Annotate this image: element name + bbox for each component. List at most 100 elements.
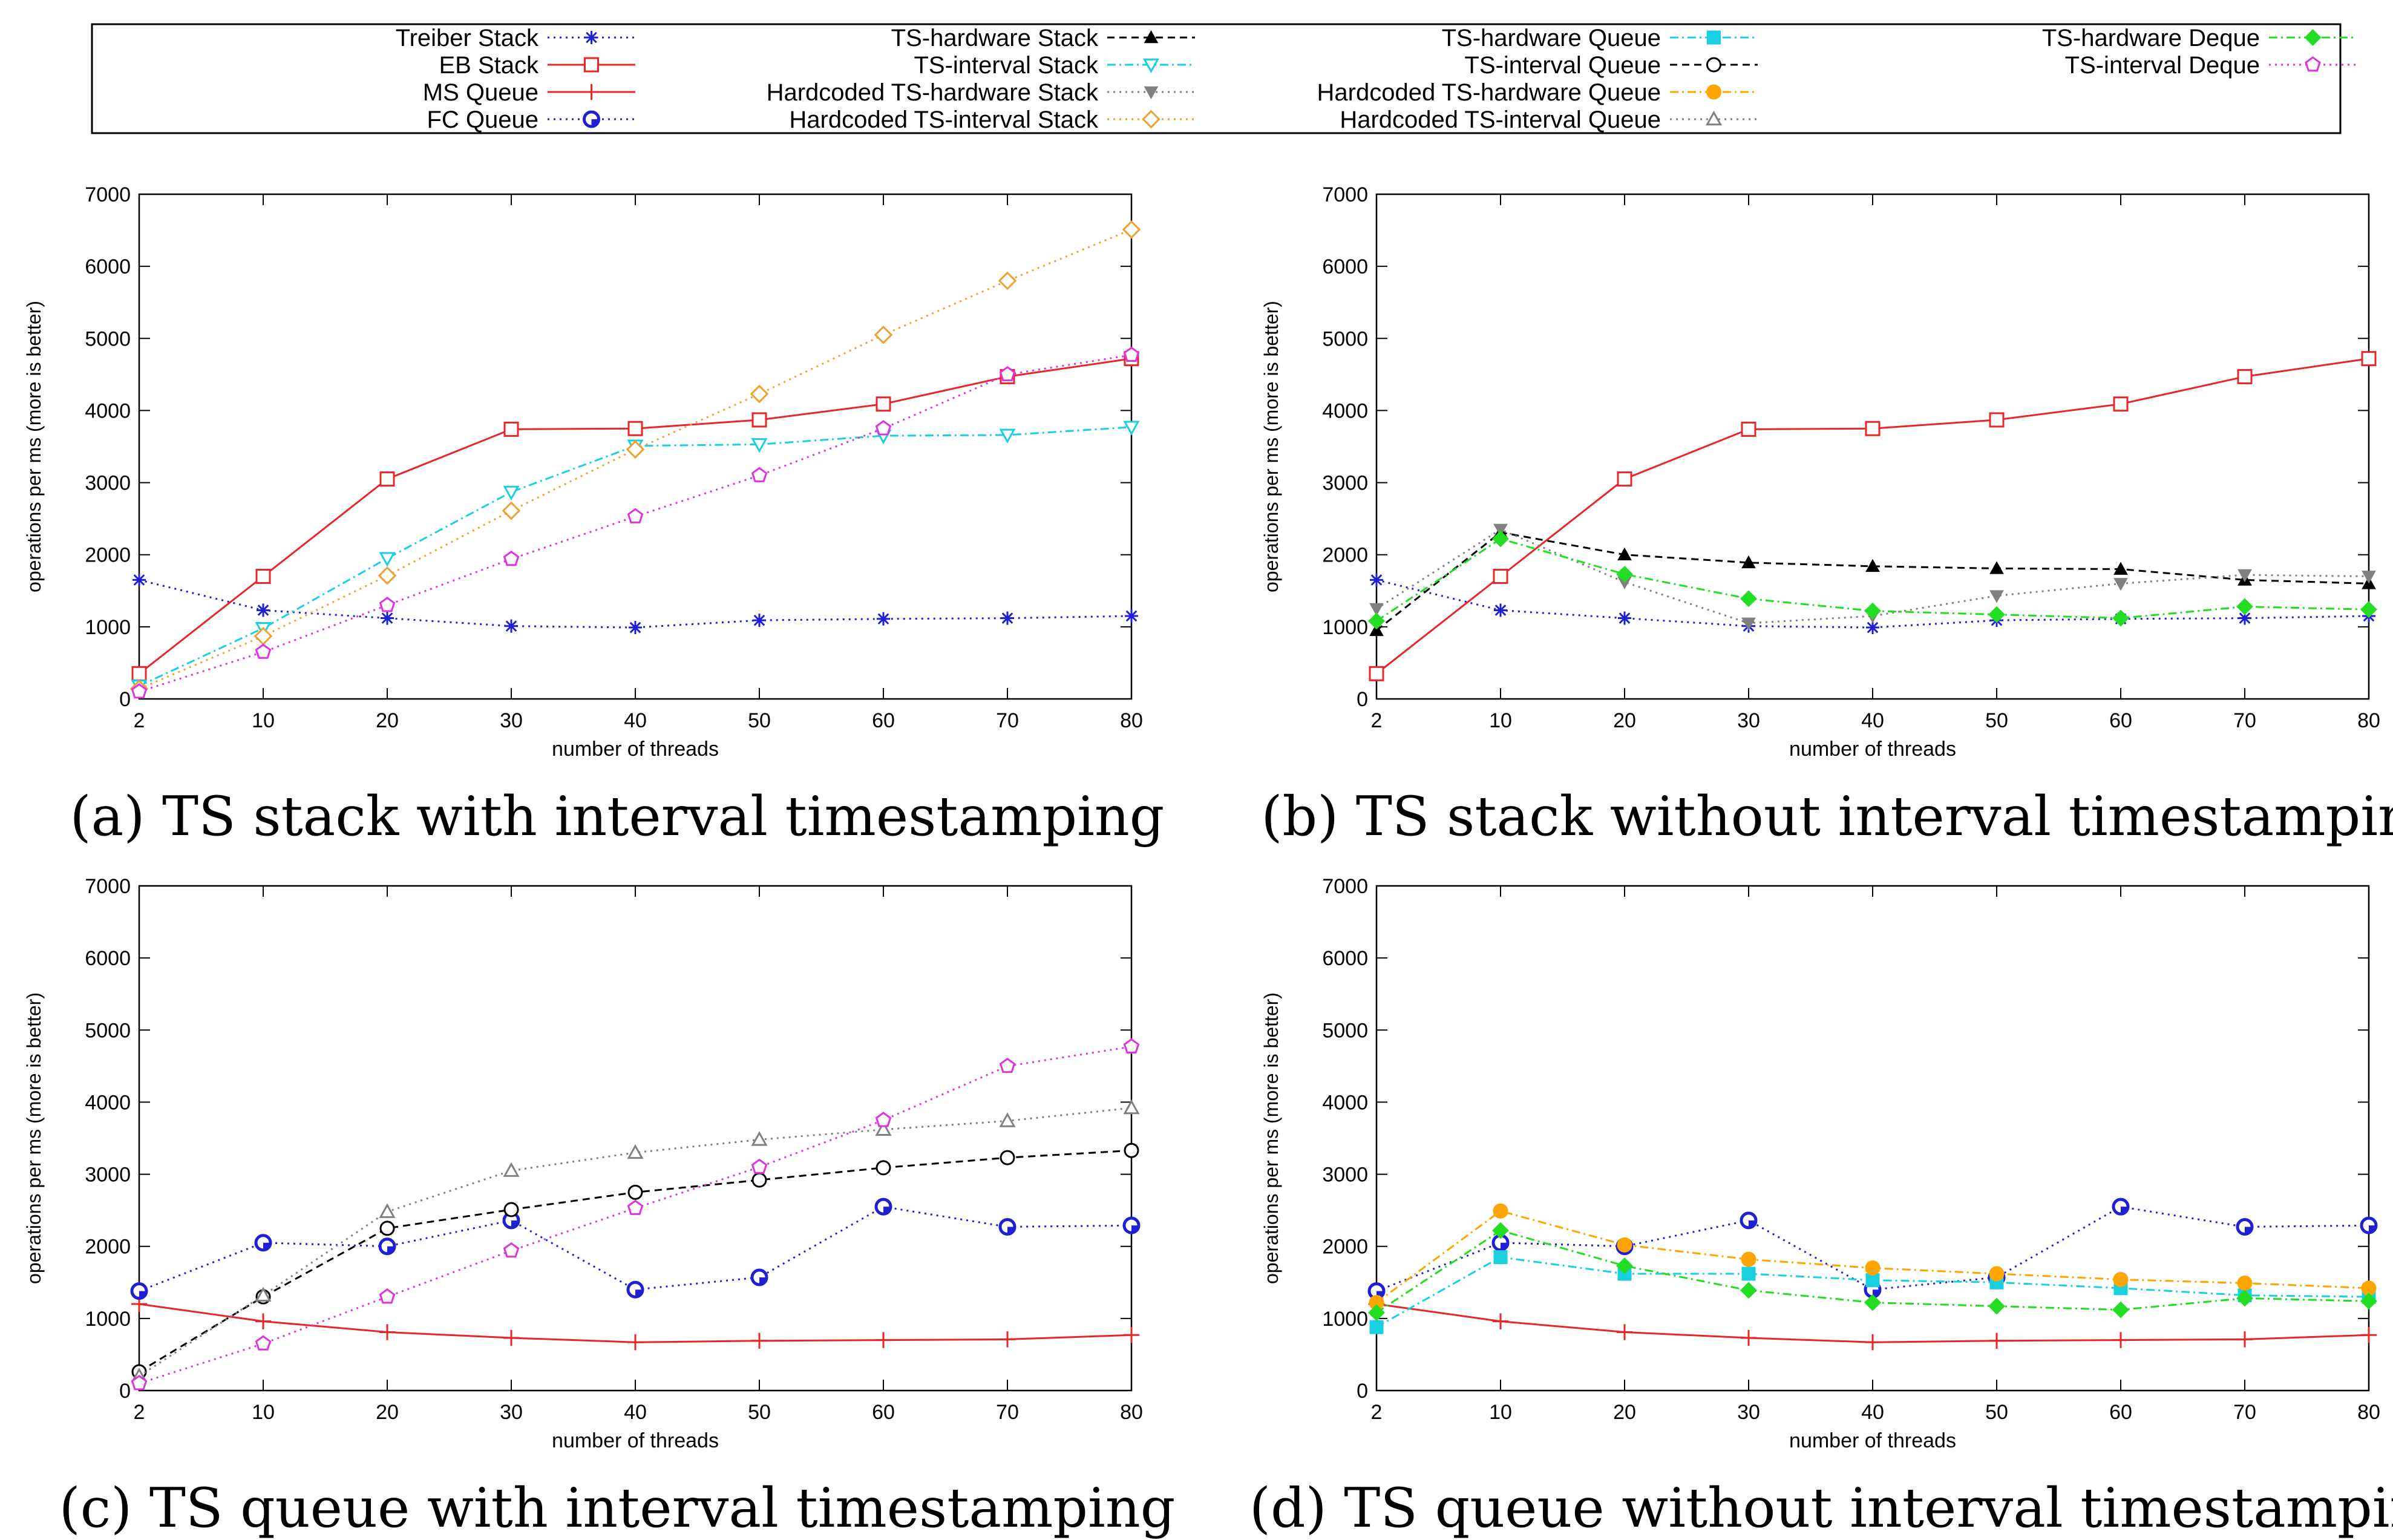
x-tick-label: 30	[500, 1401, 523, 1424]
data-point	[1001, 1151, 1014, 1164]
y-axis-label: operations per ms (more is better)	[23, 301, 45, 592]
data-point	[1125, 1101, 1138, 1113]
data-point	[381, 553, 394, 565]
legend-marker-square-filled	[1707, 31, 1721, 44]
y-tick-label: 3000	[85, 472, 131, 495]
series-line	[139, 1207, 1131, 1291]
legend-label: TS-hardware Stack	[891, 25, 1099, 51]
data-point	[753, 413, 766, 427]
data-point	[381, 1205, 394, 1217]
data-point	[876, 327, 891, 342]
legend-label: TS-interval Deque	[2065, 52, 2260, 79]
data-point	[1741, 1252, 1756, 1266]
x-tick-label: 40	[624, 709, 647, 732]
data-point	[255, 1313, 271, 1329]
data-point	[1001, 612, 1014, 625]
y-tick-label: 0	[119, 1380, 131, 1403]
data-point	[1990, 413, 2003, 427]
x-tick-label: 2	[1371, 1401, 1383, 1424]
y-tick-label: 1000	[1322, 1308, 1368, 1331]
data-point	[1741, 1330, 1756, 1346]
data-point	[257, 1337, 270, 1350]
x-tick-label: 20	[376, 1401, 399, 1424]
data-point	[257, 645, 270, 658]
y-tick-label: 2000	[1322, 1236, 1368, 1259]
chart-caption: (a) TS stack with interval timestamping	[70, 785, 1165, 848]
data-point	[1125, 1040, 1139, 1053]
y-tick-label: 6000	[85, 255, 131, 278]
y-tick-label: 7000	[1322, 875, 1368, 898]
x-tick-label: 60	[872, 1401, 895, 1424]
series-ts-hw-deque	[1369, 531, 2377, 629]
chart-panel-a: 010002000300040005000600070002 10 20 30 40 50…	[23, 183, 1164, 848]
legend-label: Hardcoded TS-interval Queue	[1340, 106, 1661, 133]
x-tick-label: 70	[2233, 1401, 2256, 1424]
data-point	[256, 1236, 270, 1250]
data-point	[2361, 1327, 2377, 1343]
data-point	[1617, 1324, 1632, 1340]
data-point	[629, 621, 642, 634]
legend-label: FC Queue	[427, 106, 539, 133]
y-tick-label: 6000	[85, 947, 131, 970]
data-point	[2113, 1199, 2128, 1214]
series-ts-int-stack	[133, 422, 1138, 693]
data-point	[1865, 1334, 1881, 1350]
y-tick-label: 2000	[85, 544, 131, 567]
data-point	[505, 552, 519, 565]
y-tick-label: 7000	[85, 875, 131, 898]
data-point	[753, 1173, 766, 1187]
legend-marker-asterisk	[585, 31, 598, 44]
x-tick-label: 80	[2357, 709, 2380, 732]
x-tick-label: 50	[748, 709, 771, 732]
data-point	[627, 1334, 643, 1350]
y-tick-label: 6000	[1322, 255, 1368, 278]
x-tick-label: 50	[1985, 1401, 2008, 1424]
data-point	[132, 1284, 146, 1299]
y-axis-label: operations per ms (more is better)	[1260, 301, 1282, 592]
data-point	[2362, 571, 2375, 583]
data-point	[505, 1203, 518, 1216]
data-point	[379, 568, 395, 583]
data-point	[877, 398, 890, 411]
data-point	[1000, 1220, 1015, 1234]
x-tick-label: 80	[1120, 1401, 1143, 1424]
data-point	[503, 1330, 519, 1346]
data-point	[876, 1332, 891, 1348]
data-point	[753, 1160, 767, 1173]
data-point	[1865, 603, 1881, 618]
chart-caption: (c) TS queue with interval timestamping	[59, 1476, 1176, 1540]
data-point	[505, 487, 518, 499]
data-point	[1001, 1059, 1015, 1072]
data-point	[2238, 370, 2251, 383]
data-point	[1741, 1213, 1756, 1228]
data-point	[381, 598, 394, 611]
data-point	[2237, 598, 2253, 614]
data-point	[1617, 566, 1632, 582]
y-tick-label: 2000	[1322, 544, 1368, 567]
y-tick-label: 1000	[85, 1308, 131, 1331]
x-tick-label: 10	[252, 709, 275, 732]
y-tick-label: 5000	[85, 327, 131, 350]
y-tick-label: 1000	[85, 616, 131, 639]
x-tick-label: 2	[1371, 709, 1383, 732]
y-tick-label: 0	[1357, 1380, 1368, 1403]
data-point	[381, 1222, 394, 1235]
y-tick-label: 3000	[1322, 1164, 1368, 1187]
data-point	[2362, 352, 2375, 365]
data-point	[1370, 1320, 1383, 1334]
data-point	[381, 473, 394, 486]
data-point	[2113, 1332, 2129, 1348]
y-tick-label: 7000	[1322, 183, 1368, 206]
data-point	[877, 421, 891, 434]
y-tick-label: 2000	[85, 1236, 131, 1259]
data-point	[505, 422, 518, 436]
data-point	[381, 612, 394, 625]
x-tick-label: 50	[748, 1401, 771, 1424]
legend-label: TS-interval Queue	[1464, 52, 1661, 79]
x-tick-label: 30	[1737, 709, 1760, 732]
data-point	[505, 1243, 519, 1257]
x-tick-label: 70	[996, 1401, 1019, 1424]
data-point	[628, 1282, 643, 1297]
y-axis-label: operations per ms (more is better)	[23, 992, 45, 1284]
